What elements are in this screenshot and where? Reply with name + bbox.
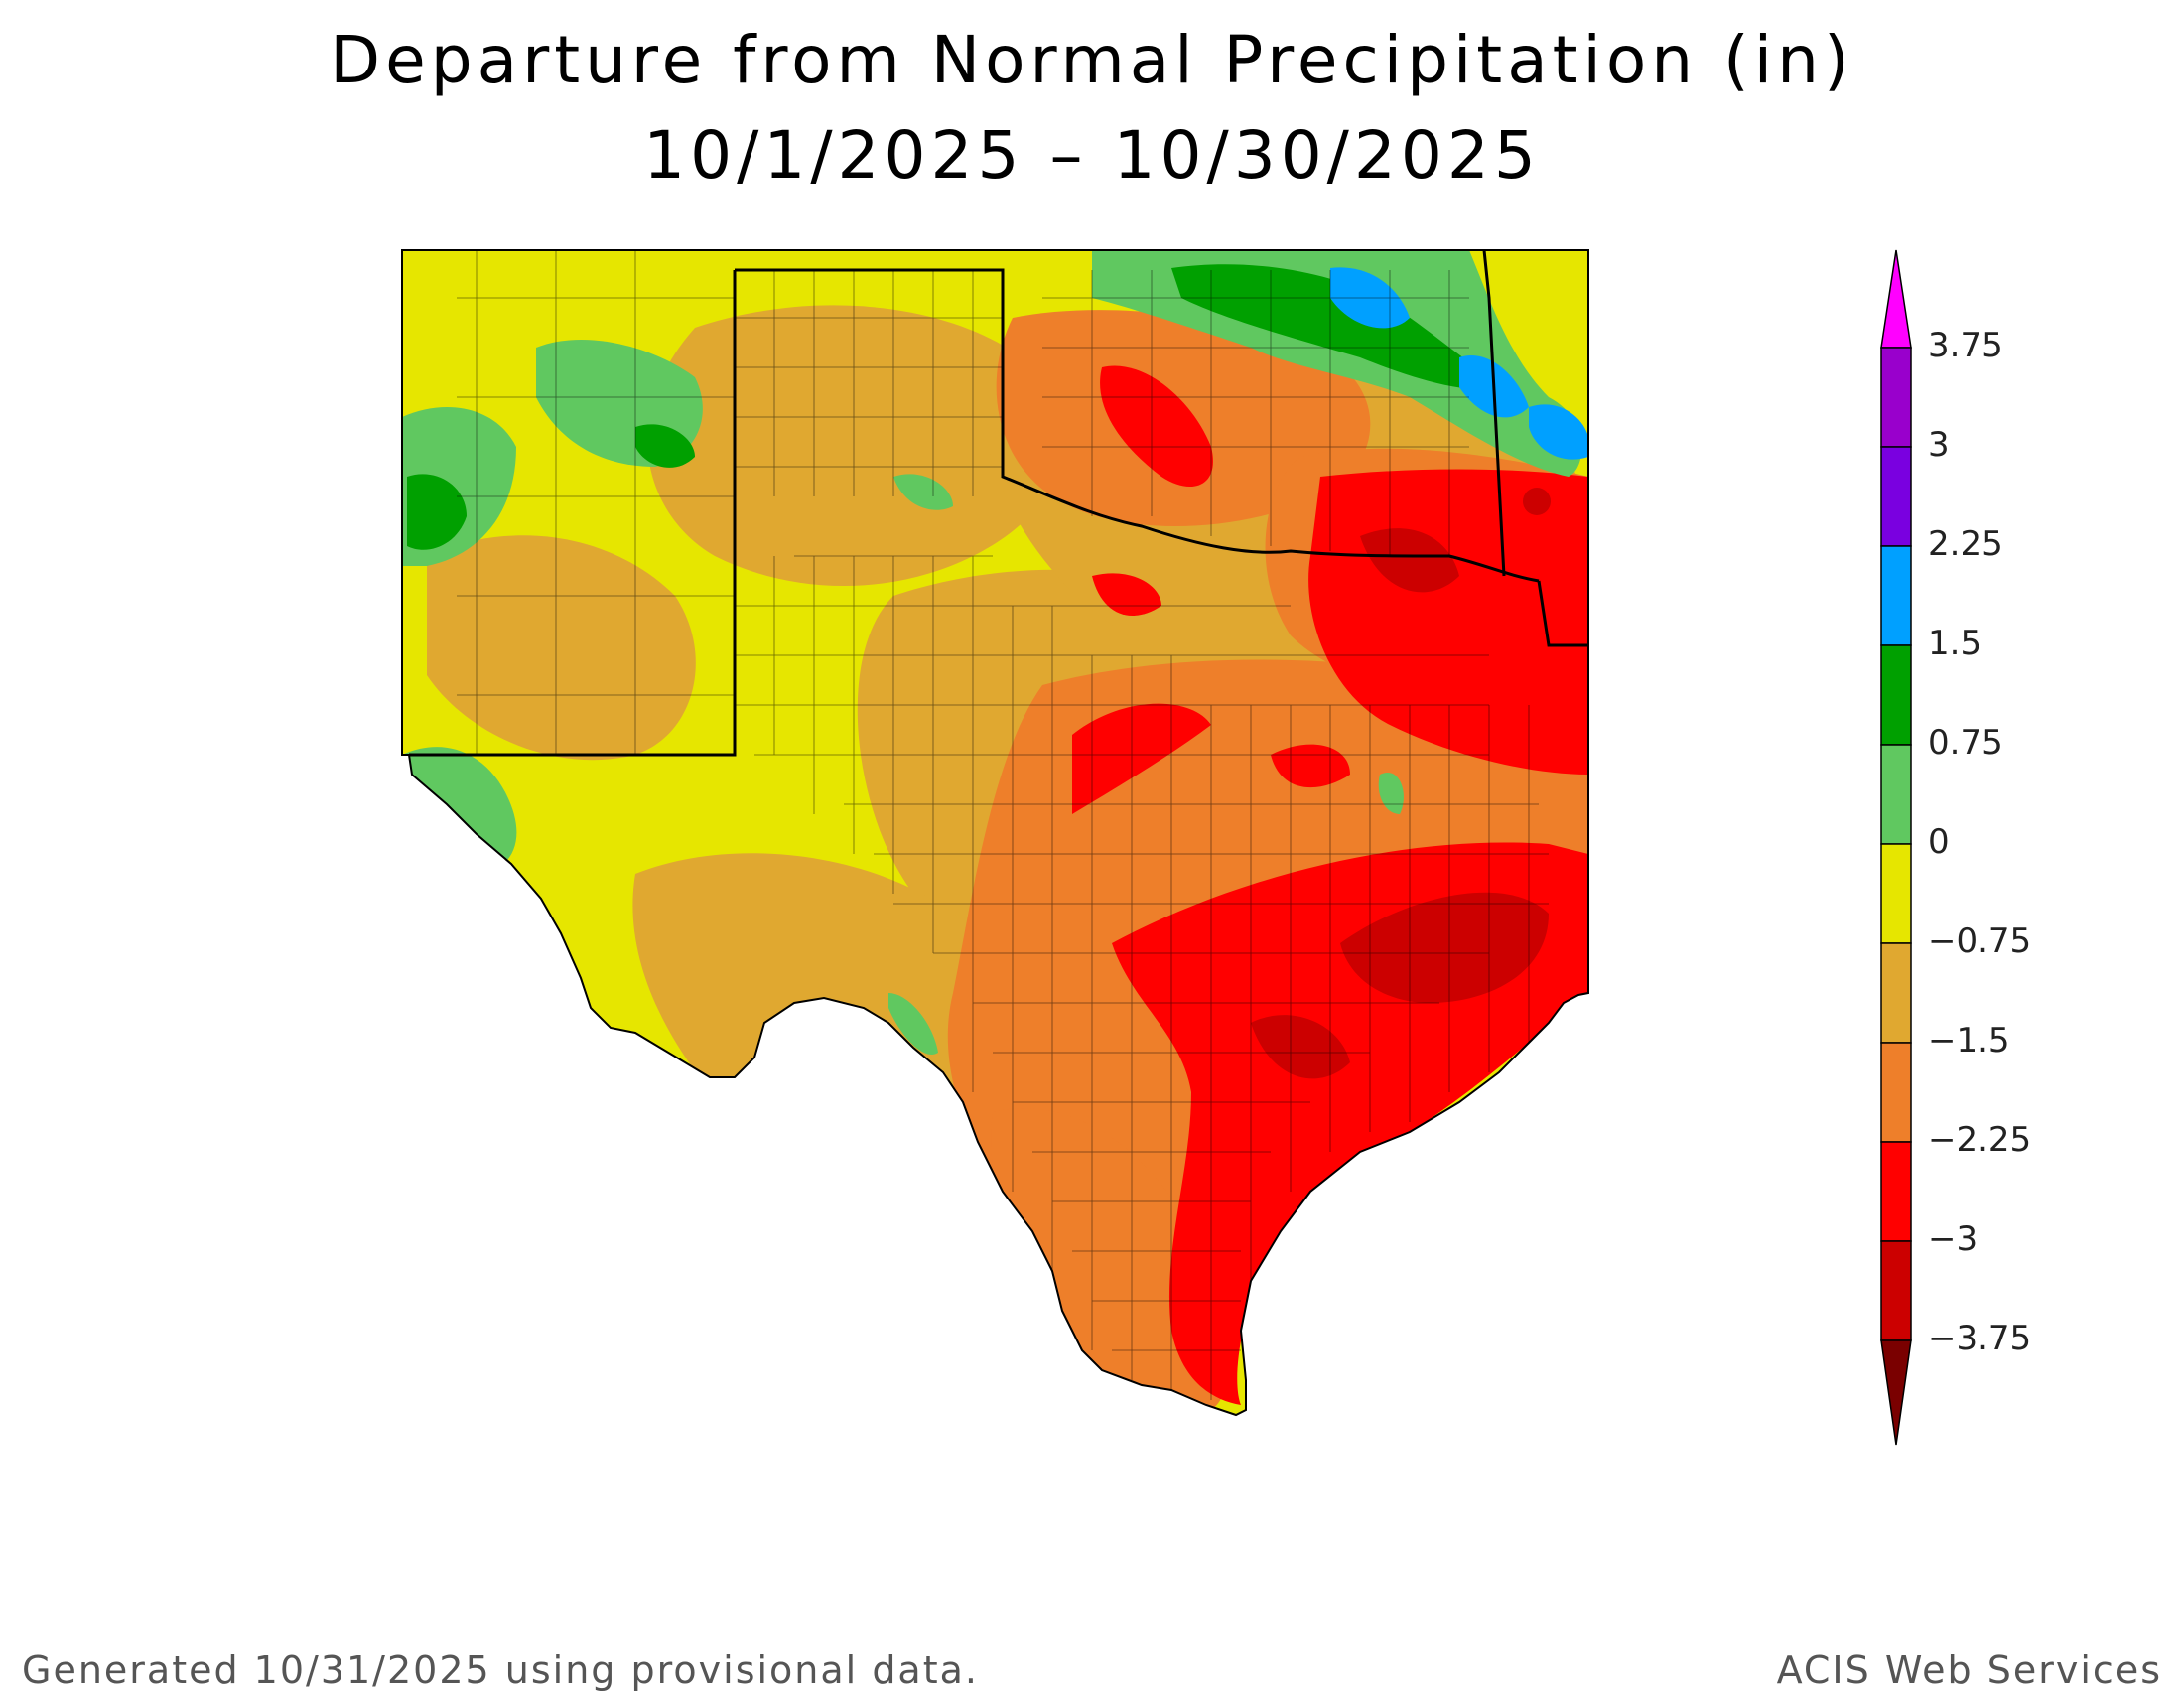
- legend-swatch: [1880, 744, 1912, 845]
- legend-label: 3: [1928, 425, 1950, 465]
- legend-swatch-bottom: [1880, 1340, 1912, 1446]
- legend-swatch: [1880, 1240, 1912, 1341]
- legend-label: −2.25: [1928, 1120, 2032, 1160]
- county-lines: [457, 250, 1549, 1400]
- legend-label: 0: [1928, 822, 1950, 862]
- legend-swatch: [1880, 545, 1912, 646]
- legend-swatch: [1880, 1141, 1912, 1242]
- region-outline: [401, 249, 1589, 1417]
- legend-swatch: [1880, 843, 1912, 944]
- legend-label: 1.5: [1928, 624, 1982, 663]
- legend-label: 2.25: [1928, 524, 2003, 564]
- legend-label: −1.5: [1928, 1021, 2010, 1060]
- generated-note: Generated 10/31/2025 using provisional d…: [22, 1648, 979, 1692]
- legend-swatch-top: [1880, 249, 1912, 349]
- date-range: 10/1/2025 – 10/30/2025: [643, 117, 1541, 194]
- shaded-field: [402, 250, 1588, 1415]
- legend-swatch: [1880, 446, 1912, 547]
- legend-label: −3.75: [1928, 1319, 2032, 1358]
- legend-label: −3: [1928, 1219, 1979, 1259]
- legend-swatch: [1880, 942, 1912, 1044]
- map-title: Departure from Normal Precipitation (in): [330, 22, 1854, 98]
- state-boundaries: [409, 249, 1588, 757]
- legend-label: 3.75: [1928, 326, 2003, 365]
- legend-swatch: [1880, 347, 1912, 448]
- legend-label: 0.75: [1928, 723, 2003, 763]
- legend-label: −0.75: [1928, 921, 2032, 961]
- legend-swatch: [1880, 644, 1912, 746]
- legend-swatch: [1880, 1042, 1912, 1143]
- source-credit: ACIS Web Services: [1776, 1648, 2162, 1692]
